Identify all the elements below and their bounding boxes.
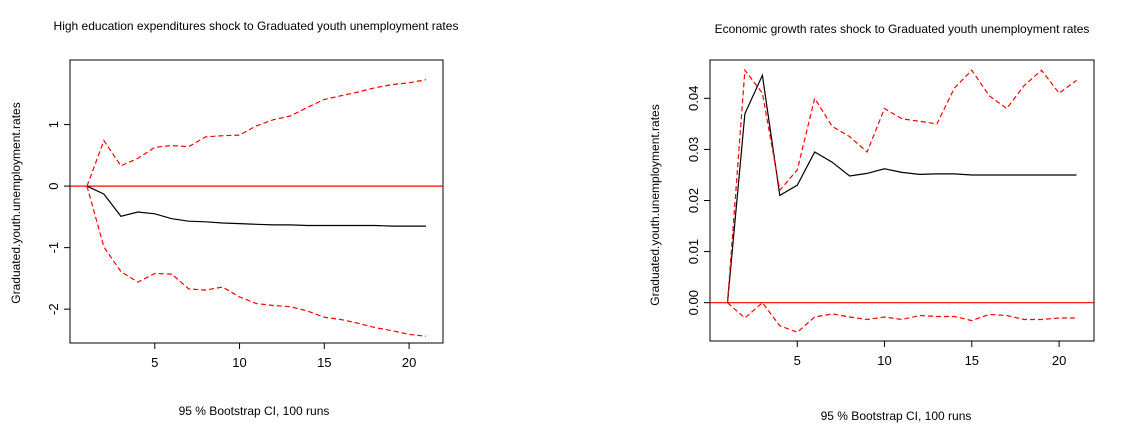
x-axis-label: 95 % Bootstrap CI, 100 runs [821,409,972,423]
x-axis-label: 95 % Bootstrap CI, 100 runs [179,404,330,418]
y-tick-label: 0.02 [686,188,701,213]
chart-title: High education expenditures shock to Gra… [54,19,459,33]
y-tick-label: 0.00 [686,290,701,315]
plot-frame [69,59,444,344]
x-tick-label: 20 [402,355,416,370]
x-tick-label: 5 [151,355,158,370]
ci-lower-line [86,185,427,337]
x-tick-label: 15 [317,355,331,370]
x-tick-label: 10 [232,355,246,370]
x-tick-label: 10 [877,353,891,368]
x-tick-label: 20 [1052,353,1066,368]
ci-lower-line [727,301,1077,333]
y-tick-label: 0 [46,183,61,190]
chart-growth-shock: Economic growth rates shock to Graduated… [648,22,1095,423]
plot-frame [709,59,1095,342]
ci-upper-line [86,79,427,187]
ci-upper-line [726,68,1077,303]
chart-education-shock: High education expenditures shock to Gra… [9,19,458,418]
y-axis-label: Graduated.youth.unemployment.rates [648,104,662,305]
y-tick-label: 0.01 [686,239,701,264]
y-tick-label: 0.03 [686,137,701,162]
y-tick-label: -2 [46,303,61,315]
x-tick-label: 5 [794,353,801,368]
y-axis-label: Graduated.youth.unemployment.rates [9,102,23,303]
y-tick-label: 1 [46,121,61,128]
irf-line [726,73,1077,303]
y-tick-label: 0.04 [686,86,701,111]
y-tick-label: -1 [46,242,61,254]
chart-title: Economic growth rates shock to Graduated… [715,22,1090,36]
irf-line [86,185,426,227]
x-tick-label: 15 [965,353,979,368]
